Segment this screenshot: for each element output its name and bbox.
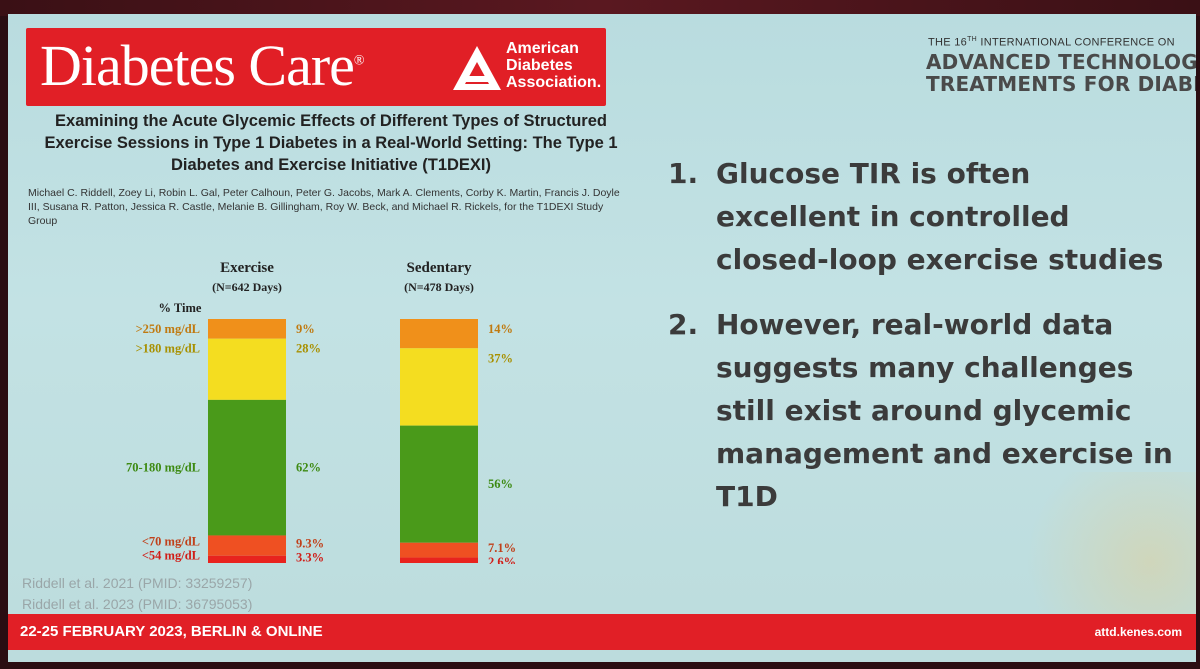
category-label-0: Exercise [220,260,274,276]
conference-subtitle: THE 16TH INTERNATIONAL CONFERENCE ON [928,36,1175,49]
range-label-4: <54 mg/dL [142,548,200,562]
point-1-text: Glucose TIR is often excellent in contro… [716,157,1164,276]
range-label-0: >250 mg/dL [136,322,200,336]
journal-name: Diabetes Care® [40,33,365,98]
data-label-0-0: 9% [296,322,315,336]
bar-segment-1-2 [400,425,478,543]
top-strip [0,0,1200,16]
footer-url: attd.kenes.com [1094,625,1182,639]
bar-segment-0-2 [208,399,286,536]
paper-title: Examining the Acute Glycemic Effects of … [44,112,618,174]
bar-segment-1-4 [400,557,478,563]
range-label-1: >180 mg/dL [136,342,200,356]
footer-dates: 22-25 FEBRUARY 2023, BERLIN & ONLINE [20,623,323,640]
ada-triangle-icon [453,46,501,90]
data-label-1-4: 2.6% [488,555,516,564]
reference-2: Riddell et al. 2023 (PMID: 36795053) [22,596,253,612]
data-label-1-1: 37% [488,351,513,365]
point-2: 2. However, real-world data suggests man… [668,303,1178,518]
data-label-0-1: 28% [296,342,321,356]
data-label-1-3: 7.1% [488,541,516,555]
bar-segment-1-1 [400,348,478,426]
point-2-text: However, real-world data suggests many c… [716,308,1173,513]
bar-segment-0-3 [208,535,286,556]
references: Riddell et al. 2021 (PMID: 33259257) Rid… [22,573,252,615]
point-1: 1. Glucose TIR is often excellent in con… [668,152,1178,281]
data-label-0-3: 9.3% [296,537,324,551]
category-subtitle-0: (N=642 Days) [212,280,282,294]
category-label-1: Sedentary [407,260,472,276]
bar-segment-0-4 [208,555,286,563]
reference-1: Riddell et al. 2021 (PMID: 33259257) [22,575,253,591]
sparkle-decoration [966,472,1196,622]
data-label-0-2: 62% [296,461,321,475]
bar-segment-1-0 [400,319,478,349]
bar-segment-0-0 [208,319,286,339]
data-label-1-2: 56% [488,477,513,491]
ada-name: American Diabetes Association. [506,40,602,91]
journal-logo: Diabetes Care® American Diabetes Associa… [26,28,606,106]
conference-title-line1: ADVANCED TECHNOLOGIES & [926,50,1196,74]
point-2-number: 2. [668,308,699,341]
conference-title-line2: TREATMENTS FOR DIABETES [926,72,1196,96]
category-subtitle-1: (N=478 Days) [404,280,474,294]
range-label-2: 70-180 mg/dL [126,461,200,475]
bar-segment-1-3 [400,542,478,558]
point-1-number: 1. [668,157,699,190]
bar-segment-0-1 [208,338,286,400]
key-points: 1. Glucose TIR is often excellent in con… [668,152,1178,540]
data-label-0-4: 3.3% [296,551,324,564]
footer-bar: 22-25 FEBRUARY 2023, BERLIN & ONLINE att… [8,614,1196,650]
paper-authors: Michael C. Riddell, Zoey Li, Robin L. Ga… [28,187,620,227]
stacked-bar-chart: Exercise (N=642 Days) Sedentary (N=478 Days… [126,260,516,564]
data-label-1-0: 14% [488,322,513,336]
range-label-3: <70 mg/dL [142,534,200,548]
slide: Diabetes Care® American Diabetes Associa… [8,14,1196,662]
y-axis-label: % Time [159,301,202,315]
